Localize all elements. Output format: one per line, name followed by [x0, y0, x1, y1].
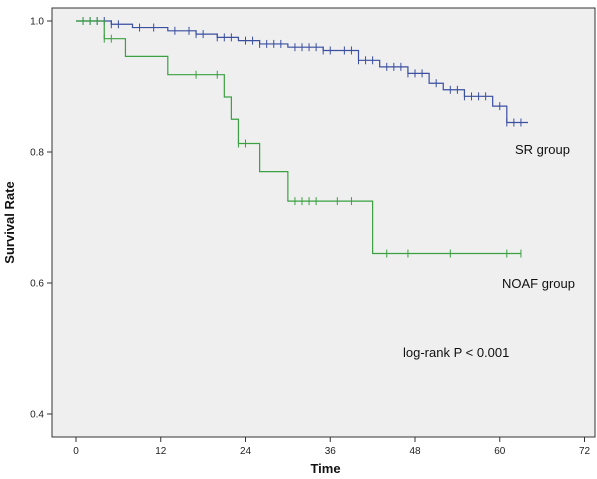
noaf-group-curve	[76, 20, 521, 255]
series-label: NOAF group	[502, 276, 575, 291]
x-tick-label: 48	[409, 446, 421, 457]
pvalue-annotation: log-rank P < 0.001	[403, 345, 509, 360]
series-layer	[76, 17, 528, 258]
axes: 0 12 24 36 48 60 72 0.4 0.6 0.8 1.0	[30, 17, 590, 458]
x-tick-label: 24	[240, 446, 252, 457]
y-axis-title: Survival Rate	[2, 181, 17, 263]
x-tick-label: 60	[494, 446, 506, 457]
x-tick-label: 12	[155, 446, 167, 457]
annotations: SR group NOAF group log-rank P < 0.001	[403, 142, 575, 360]
x-axis-title: Time	[310, 461, 340, 476]
noaf-group-series	[76, 17, 522, 258]
x-tick-label: 36	[325, 446, 337, 457]
y-tick-label: 0.4	[30, 410, 44, 421]
y-tick-label: 0.6	[30, 279, 44, 290]
x-tick-label: 0	[73, 446, 79, 457]
plot-area	[51, 7, 596, 438]
x-tick-label: 72	[579, 446, 591, 457]
y-tick-label: 0.8	[30, 148, 44, 159]
sr-group-series	[76, 17, 528, 127]
y-tick-label: 1.0	[30, 17, 44, 28]
series-label: SR group	[515, 142, 570, 157]
